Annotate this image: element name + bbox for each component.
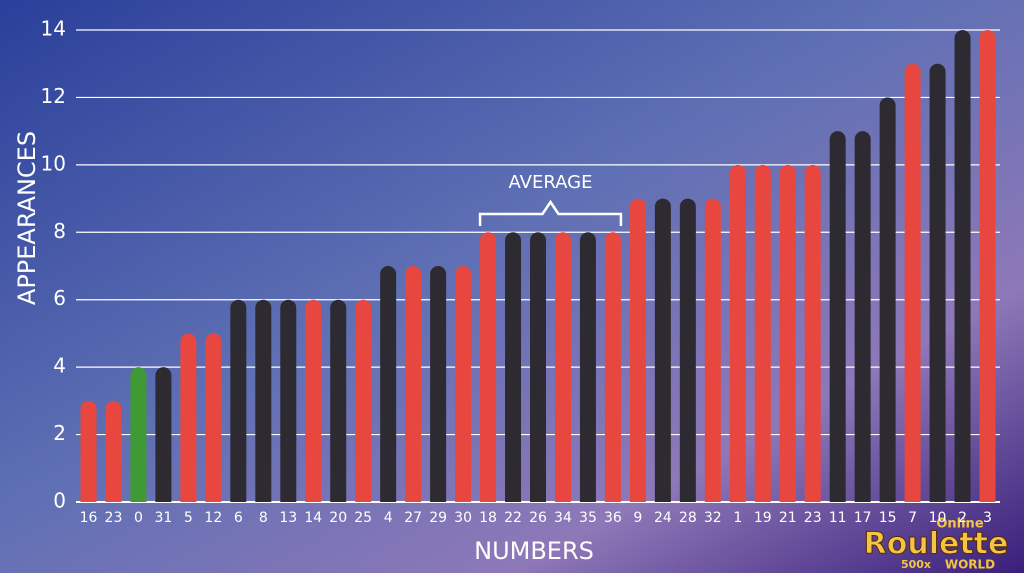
- bar: [130, 367, 147, 502]
- x-tick-label: 27: [404, 510, 422, 526]
- x-tick-label: 29: [429, 510, 447, 526]
- bar: [455, 266, 472, 502]
- x-tick-label: 20: [329, 510, 347, 526]
- y-tick-label: 6: [53, 286, 66, 310]
- x-tick-label: 16: [80, 510, 98, 526]
- y-tick-label: 0: [53, 489, 66, 513]
- x-tick-label: 13: [279, 510, 297, 526]
- x-tick-label: 1: [733, 510, 742, 526]
- x-tick-label: 21: [779, 510, 797, 526]
- bar: [854, 131, 871, 502]
- bar: [480, 232, 497, 503]
- x-tick-label: 2: [958, 510, 967, 526]
- bar: [180, 333, 197, 502]
- x-tick-label: 23: [804, 510, 822, 526]
- bar: [879, 97, 896, 502]
- x-tick-label: 18: [479, 510, 497, 526]
- bar: [205, 333, 222, 502]
- logo-world: WORLD: [945, 558, 995, 572]
- bar: [80, 400, 97, 502]
- bar: [804, 164, 821, 502]
- x-tick-label: 36: [604, 510, 622, 526]
- bar: [829, 131, 846, 502]
- average-bracket: [478, 199, 623, 226]
- bar: [230, 299, 247, 502]
- y-tick-label: 8: [53, 219, 66, 243]
- bar: [155, 367, 172, 502]
- x-tick-label: 17: [854, 510, 872, 526]
- x-tick-label: 34: [554, 510, 572, 526]
- bar: [330, 299, 347, 502]
- x-tick-label: 10: [929, 510, 947, 526]
- bar: [904, 63, 921, 502]
- logo: Online Roulette 500x WORLD: [863, 517, 1009, 572]
- y-tick-label: 14: [41, 17, 66, 41]
- x-tick-label: 14: [304, 510, 322, 526]
- x-tick-label: 3: [983, 510, 992, 526]
- x-tick-label: 22: [504, 510, 522, 526]
- bar: [105, 400, 122, 502]
- bar: [604, 232, 621, 503]
- x-tick-label: 12: [204, 510, 222, 526]
- x-tick-label: 26: [529, 510, 547, 526]
- logo-top: Online: [936, 517, 983, 532]
- x-tick-label: 0: [134, 510, 143, 526]
- bar: [530, 232, 546, 503]
- bar: [280, 299, 297, 502]
- bar: [405, 266, 422, 502]
- x-tick-label: 9: [633, 510, 642, 526]
- bar: [554, 232, 571, 503]
- x-tick-label: 32: [704, 510, 722, 526]
- bar: [779, 164, 796, 502]
- x-axis-label: NUMBERS: [474, 537, 594, 565]
- bar: [505, 232, 522, 503]
- y-tick-label: 4: [53, 354, 66, 378]
- bar: [305, 299, 322, 502]
- bar: [679, 198, 696, 503]
- bar: [654, 198, 671, 503]
- x-tick-label: 23: [105, 510, 123, 526]
- bar: [380, 266, 397, 502]
- x-tick-label: 5: [184, 510, 193, 526]
- x-tick-label: 15: [879, 510, 897, 526]
- bar: [430, 266, 447, 502]
- bar: [979, 30, 996, 502]
- logo-500x: 500x: [901, 558, 931, 571]
- bar: [754, 164, 771, 502]
- bar: [929, 63, 946, 502]
- x-tick-label: 24: [654, 510, 672, 526]
- x-tick-label: 25: [354, 510, 372, 526]
- x-tick-label: 7: [908, 510, 917, 526]
- bar: [704, 198, 721, 503]
- x-tick-label: 30: [454, 510, 472, 526]
- y-axis-label: APPEARANCES: [13, 131, 41, 305]
- bar: [579, 232, 596, 503]
- x-tick-label: 6: [234, 510, 243, 526]
- bar: [729, 164, 746, 502]
- x-tick-label: 19: [754, 510, 772, 526]
- y-tick-label: 2: [53, 421, 66, 445]
- y-tick-label: 10: [41, 151, 66, 175]
- y-tick-label: 12: [41, 84, 66, 108]
- x-tick-label: 11: [829, 510, 847, 526]
- annotation: AVERAGE: [509, 172, 593, 193]
- bar: [629, 198, 646, 503]
- x-tick-label: 28: [679, 510, 697, 526]
- x-tick-label: 35: [579, 510, 597, 526]
- x-tick-label: 31: [154, 510, 172, 526]
- logo-main: Roulette: [864, 527, 1009, 562]
- x-tick-label: 8: [259, 510, 268, 526]
- x-tick-label: 4: [384, 510, 393, 526]
- bar: [355, 299, 372, 502]
- bar: [255, 299, 272, 502]
- bar: [954, 30, 971, 502]
